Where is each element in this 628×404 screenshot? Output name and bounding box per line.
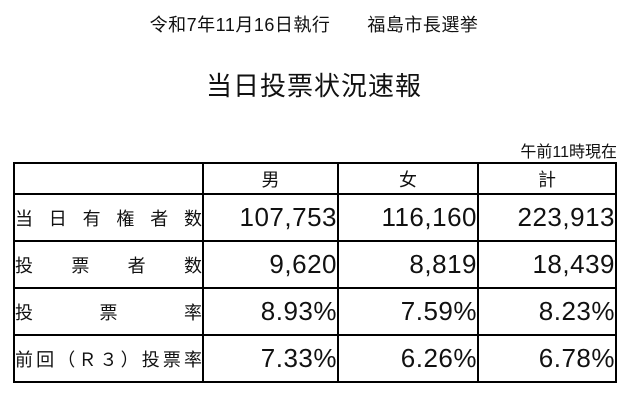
corner-cell [13, 162, 204, 195]
election-execution-line: 令和7年11月16日執行 福島市長選挙 [149, 15, 479, 35]
table-row-eligible-voters: 当日有権者数 107,753 116,160 223,913 [13, 193, 617, 242]
value-previous-female: 6.26% [337, 334, 479, 383]
value-eligible-female: 116,160 [337, 193, 479, 242]
value-eligible-total: 223,913 [477, 193, 617, 242]
row-label-turnout: 投票率 [13, 287, 204, 336]
column-header-female: 女 [337, 162, 479, 195]
value-voters-female: 8,819 [337, 240, 479, 289]
value-voters-total: 18,439 [477, 240, 617, 289]
value-eligible-male: 107,753 [202, 193, 339, 242]
value-voters-male: 9,620 [202, 240, 339, 289]
value-previous-male: 7.33% [202, 334, 339, 383]
voting-status-table: 男 女 計 当日有権者数 107,753 116,160 223,913 投票者… [13, 162, 617, 383]
table-row-turnout: 投票率 8.93% 7.59% 8.23% [13, 287, 617, 336]
table-row-voters: 投票者数 9,620 8,819 18,439 [13, 240, 617, 289]
column-header-total: 計 [477, 162, 617, 195]
value-turnout-total: 8.23% [477, 287, 617, 336]
row-label-voters: 投票者数 [13, 240, 204, 289]
column-header-male: 男 [202, 162, 339, 195]
value-turnout-male: 8.93% [202, 287, 339, 336]
row-label-eligible-voters: 当日有権者数 [13, 193, 204, 242]
row-label-previous-turnout: 前回（Ｒ３）投票率 [13, 334, 204, 383]
table-header-row: 男 女 計 [13, 162, 617, 195]
table-row-previous-turnout: 前回（Ｒ３）投票率 7.33% 6.26% 6.78% [13, 334, 617, 383]
value-turnout-female: 7.59% [337, 287, 479, 336]
page-title: 当日投票状況速報 [205, 71, 422, 101]
value-previous-total: 6.78% [477, 334, 617, 383]
as-of-time-label: 午前11時現在 [520, 144, 617, 161]
